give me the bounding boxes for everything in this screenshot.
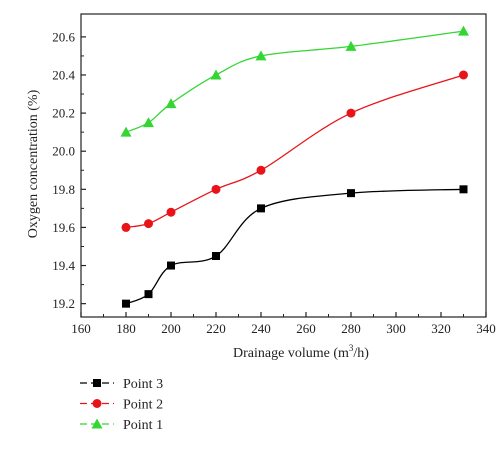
legend-item-point-1: Point 1: [80, 418, 163, 433]
x-tick-label: 200: [161, 321, 181, 336]
x-tick-label: 160: [71, 321, 91, 336]
y-tick-label: 20.2: [52, 106, 75, 121]
y-tick-label: 19.6: [52, 220, 75, 235]
y-axis-title: Oxygen concentration (%): [26, 89, 41, 238]
data-point-point-3: [122, 299, 130, 308]
y-tick-label: 19.8: [52, 182, 75, 197]
x-tick-label: 180: [116, 321, 136, 336]
y-tick-label: 20.0: [52, 144, 75, 159]
x-axis-title: Drainage volume (m3/h): [233, 343, 369, 361]
data-point-point-3: [459, 185, 468, 194]
data-point-point-2: [346, 108, 356, 118]
legend-marker: [91, 418, 103, 429]
plot-frame: [80, 13, 487, 318]
x-tick-label: 300: [386, 321, 406, 336]
data-point-point-2: [121, 222, 131, 232]
data-point-point-3: [144, 290, 153, 299]
x-tick-label: 280: [341, 321, 361, 336]
tick-labels: 160 180 200 220 240 260 280 300 320 340 19.2 19.4 19…: [52, 29, 496, 336]
data-point-point-3: [257, 204, 265, 213]
legend-marker: [93, 379, 101, 387]
series-point-3: [122, 185, 468, 308]
y-tick-label: 19.4: [52, 258, 75, 273]
legend-marker: [92, 399, 102, 408]
data-point-point-2: [144, 219, 153, 229]
data-point-point-3: [347, 189, 355, 198]
x-tick-label: 340: [476, 321, 496, 336]
x-tick-label: 220: [206, 321, 226, 336]
x-tick-label: 240: [251, 321, 271, 336]
y-tick-label: 20.4: [52, 67, 75, 82]
data-point-point-1: [120, 126, 132, 137]
plot-area: [120, 25, 469, 308]
data-point-point-1: [458, 25, 469, 36]
series-line-point-3: [125, 188, 464, 305]
legend-item-point-3: Point 3: [80, 377, 163, 392]
legend: Point 3 Point 2 Point 1: [80, 377, 163, 433]
data-point-point-1: [165, 98, 177, 109]
x-tick-label: 260: [296, 321, 316, 336]
legend-label: Point 2: [123, 398, 163, 413]
data-point-point-3: [212, 252, 220, 261]
series-point-1: [120, 25, 469, 137]
series-line-point-2: [125, 74, 464, 229]
data-point-point-3: [167, 261, 175, 270]
series-point-2: [121, 70, 468, 232]
data-point-point-2: [459, 70, 468, 80]
y-tick-label: 20.6: [52, 29, 75, 44]
y-tick-label: 19.2: [52, 296, 75, 311]
legend-label: Point 1: [123, 418, 163, 433]
data-point-point-2: [166, 207, 176, 217]
axes: [80, 13, 487, 318]
data-point-point-1: [255, 50, 267, 61]
data-point-point-2: [211, 184, 221, 194]
data-point-point-1: [345, 40, 357, 51]
data-point-point-1: [210, 69, 222, 80]
legend-label: Point 3: [123, 377, 163, 392]
data-point-point-1: [143, 117, 154, 128]
legend-item-point-2: Point 2: [80, 398, 163, 413]
series-line-point-1: [125, 30, 464, 133]
x-tick-label: 320: [431, 321, 451, 336]
data-point-point-2: [256, 165, 266, 175]
